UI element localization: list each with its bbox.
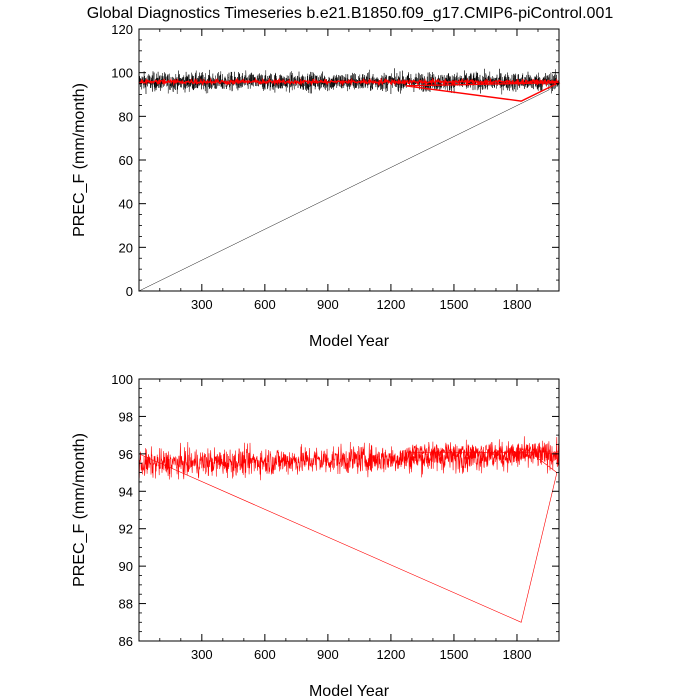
figure-title: Global Diagnostics Timeseries b.e21.B185… — [87, 5, 614, 22]
x-tick-label: 1800 — [503, 297, 532, 312]
y-tick-label: 20 — [119, 240, 133, 255]
annual-series-line — [138, 77, 561, 102]
y-tick-label: 80 — [119, 109, 133, 124]
panel-full-range: 0 20 40 60 80 100 120 300 600 900 1200 1500 1800 Mod… — [71, 22, 561, 350]
y-tick-label: 98 — [119, 409, 133, 424]
top-x-axis-label: Model Year — [309, 333, 390, 350]
top-axis-ticks: 0 20 40 60 80 100 120 300 600 900 1200 1500 1800 — [111, 22, 559, 312]
y-tick-label: 96 — [119, 447, 133, 462]
x-tick-label: 300 — [191, 647, 213, 662]
x-tick-label: 600 — [254, 647, 276, 662]
x-tick-label: 900 — [317, 647, 339, 662]
x-tick-label: 1200 — [376, 647, 405, 662]
x-tick-label: 1500 — [439, 647, 468, 662]
top-series-group — [138, 68, 561, 292]
bottom-x-axis-label: Model Year — [309, 683, 390, 700]
x-tick-label: 300 — [191, 297, 213, 312]
x-tick-label: 1500 — [439, 297, 468, 312]
annual-series-line-zoomed — [138, 436, 560, 623]
bottom-y-axis-label: PREC_F (mm/month) — [71, 433, 88, 587]
y-tick-label: 120 — [111, 22, 133, 37]
monthly-series-line — [138, 68, 560, 292]
x-tick-label: 1200 — [376, 297, 405, 312]
panel-zoomed-range: 86 88 90 92 94 96 98 100 300 600 900 1200 1500 1800 M… — [71, 372, 560, 700]
x-tick-label: 900 — [317, 297, 339, 312]
y-tick-label: 100 — [111, 372, 133, 387]
x-tick-label: 1800 — [503, 647, 532, 662]
y-tick-label: 60 — [119, 153, 133, 168]
y-tick-label: 94 — [119, 484, 133, 499]
y-tick-label: 86 — [119, 634, 133, 649]
bottom-plot-frame — [138, 378, 560, 642]
y-tick-label: 90 — [119, 559, 133, 574]
y-tick-label: 92 — [119, 522, 133, 537]
top-plot-frame — [138, 28, 560, 292]
x-tick-label: 600 — [254, 297, 276, 312]
bottom-series-group — [138, 436, 560, 623]
y-tick-label: 0 — [126, 284, 133, 299]
bottom-axis-ticks: 86 88 90 92 94 96 98 100 300 600 900 1200 1500 1800 — [111, 372, 559, 662]
y-tick-label: 100 — [111, 66, 133, 81]
top-y-axis-label: PREC_F (mm/month) — [71, 83, 88, 237]
y-tick-label: 88 — [119, 597, 133, 612]
y-tick-label: 40 — [119, 197, 133, 212]
